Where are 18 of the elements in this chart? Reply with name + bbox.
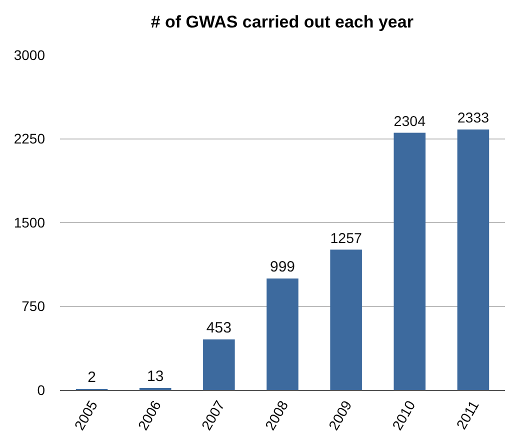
chart-title: # of GWAS carried out each year xyxy=(150,12,414,32)
bar xyxy=(266,278,298,390)
data-label: 2333 xyxy=(457,110,490,127)
bar xyxy=(203,339,235,390)
y-tick-label: 1500 xyxy=(14,214,46,230)
y-tick-label: 2250 xyxy=(14,130,46,147)
bar xyxy=(330,250,362,390)
y-tick-label: 750 xyxy=(22,298,46,314)
bar xyxy=(457,129,490,390)
data-label: 2304 xyxy=(394,114,426,130)
data-label: 999 xyxy=(270,258,296,276)
data-label: 13 xyxy=(147,368,164,385)
data-label: 1257 xyxy=(330,230,362,247)
y-tick-label: 0 xyxy=(37,382,46,398)
bar xyxy=(394,132,426,390)
data-label: 2 xyxy=(88,369,96,386)
data-label: 453 xyxy=(206,319,232,336)
y-tick-label: 3000 xyxy=(14,46,46,63)
